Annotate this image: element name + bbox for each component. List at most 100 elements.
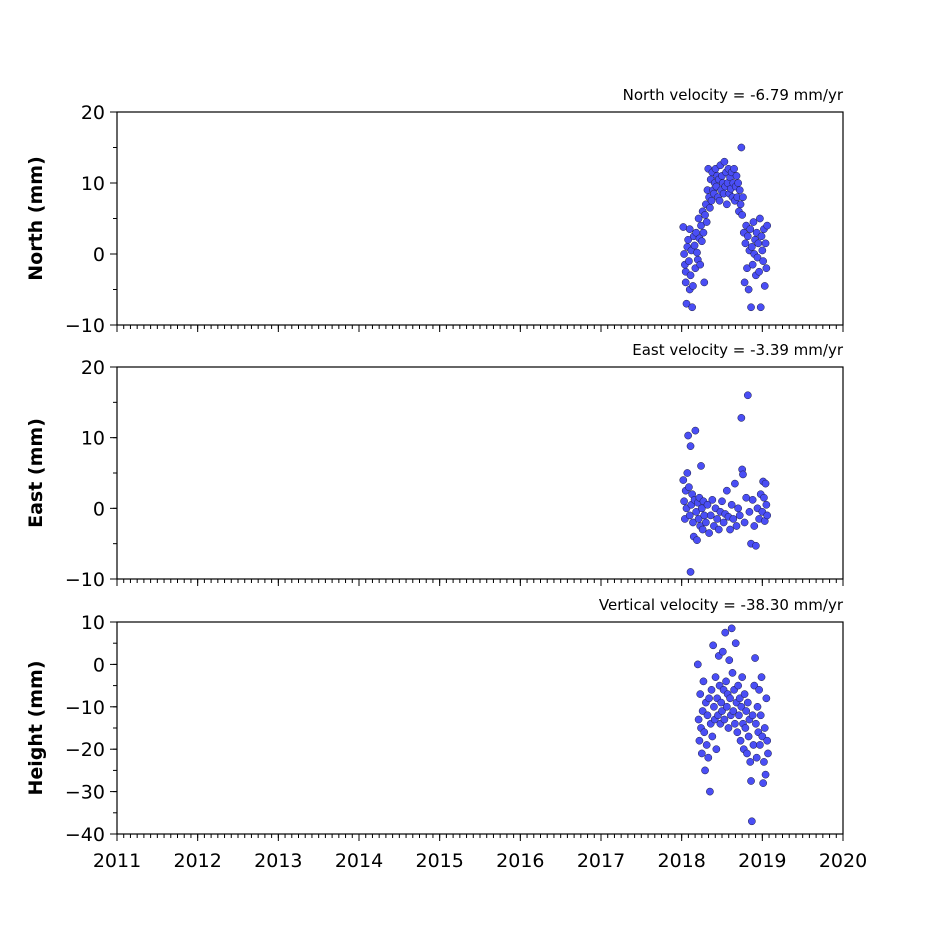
east-data-point (692, 508, 701, 516)
height-data-point (751, 654, 759, 662)
east-data-point (698, 525, 707, 534)
height-data-point (760, 724, 769, 732)
north-data-point (754, 239, 763, 248)
east-data-point (697, 462, 705, 470)
height-data-point (734, 681, 742, 690)
height-data-point (693, 660, 702, 669)
north-data-point (697, 237, 706, 246)
height-data-point (758, 732, 767, 741)
east-y-tick-label: 20 (81, 357, 105, 379)
height-data-point (748, 711, 757, 720)
height-data-point (740, 690, 749, 698)
north-data-point (686, 271, 695, 280)
north-data-point (743, 232, 752, 241)
x-tick-label: 2015 (415, 850, 463, 872)
x-tick-label: 2018 (657, 850, 705, 872)
north-data-point (747, 303, 755, 312)
height-data-point (747, 777, 755, 785)
north-data-point (756, 214, 764, 223)
height-data-point (699, 677, 708, 686)
height-y-tick-label: 0 (93, 654, 105, 676)
north-data-point (697, 221, 705, 230)
north-data-point (758, 246, 767, 255)
north-plot-frame (116, 111, 844, 326)
east-data-point (739, 470, 747, 479)
north-data-point (682, 299, 691, 308)
north-y-tick-label: 0 (93, 244, 105, 266)
north-data-point (763, 221, 772, 230)
height-y-axis-label: Height (mm) (25, 660, 47, 795)
north-data-point (756, 303, 765, 312)
height-data-point (725, 656, 734, 665)
east-data-point (693, 536, 701, 544)
north-data-point (699, 228, 708, 237)
north-data-point (761, 239, 770, 248)
height-data-point (704, 753, 713, 762)
east-data-point (737, 414, 746, 422)
north-data-point (720, 157, 729, 166)
height-data-point (763, 736, 772, 745)
height-data-point (733, 728, 742, 737)
north-data-point (688, 303, 697, 312)
height-data-point (718, 707, 726, 715)
east-data-point (742, 493, 751, 502)
north-data-point (685, 257, 693, 265)
height-y-tick-label: −20 (65, 739, 105, 761)
height-data-point (706, 787, 714, 796)
east-data-point (729, 515, 738, 523)
east-data-point (686, 568, 695, 576)
height-data-point (702, 741, 711, 749)
north-data-point (722, 200, 731, 209)
height-data-point (700, 728, 709, 737)
east-data-point (731, 479, 739, 488)
height-data-point (731, 719, 739, 728)
north-data-point (680, 250, 688, 258)
east-y-tick-label: −10 (65, 569, 105, 591)
east-data-point (684, 431, 692, 440)
north-data-point (689, 282, 697, 290)
east-data-point (726, 525, 734, 534)
height-data-point (701, 766, 709, 775)
height-data-point (705, 694, 713, 703)
height-data-point (756, 711, 765, 720)
height-data-point (737, 702, 746, 711)
height-data-point (761, 770, 770, 779)
east-data-point (683, 469, 692, 477)
north-data-point (747, 243, 756, 251)
north-data-point (749, 218, 758, 226)
east-data-point (760, 493, 768, 502)
height-data-point (721, 628, 730, 637)
height-data-point (738, 673, 747, 681)
east-data-point (722, 486, 731, 495)
east-data-point (743, 391, 752, 400)
east-data-point (685, 511, 694, 520)
east-data-point (752, 541, 760, 550)
x-tick-label: 2014 (335, 850, 383, 872)
height-data-point (735, 711, 743, 720)
east-data-point (702, 518, 710, 527)
height-data-point (760, 758, 768, 766)
east-data-point (761, 479, 770, 488)
height-data-point (720, 715, 729, 724)
east-data-point (708, 496, 717, 504)
height-data-point (722, 677, 730, 686)
north-data-point (732, 172, 741, 180)
east-data-point (734, 504, 742, 513)
east-data-point (762, 500, 771, 509)
north-data-point (739, 193, 747, 202)
height-data-point (752, 719, 760, 728)
height-data-point (741, 724, 750, 732)
north-data-point (759, 257, 767, 265)
height-data-point (750, 681, 759, 690)
height-data-point (743, 749, 751, 758)
north-data-point (740, 278, 749, 287)
north-data-point (741, 239, 750, 248)
north-data-point (701, 211, 709, 219)
height-data-point (753, 702, 762, 711)
east-y-axis-label: East (mm) (25, 418, 47, 528)
east-data-point (718, 497, 726, 506)
east-data-point (732, 522, 741, 530)
height-data-point (718, 647, 727, 656)
east-plot-frame (116, 366, 844, 580)
north-data-point (746, 225, 755, 233)
